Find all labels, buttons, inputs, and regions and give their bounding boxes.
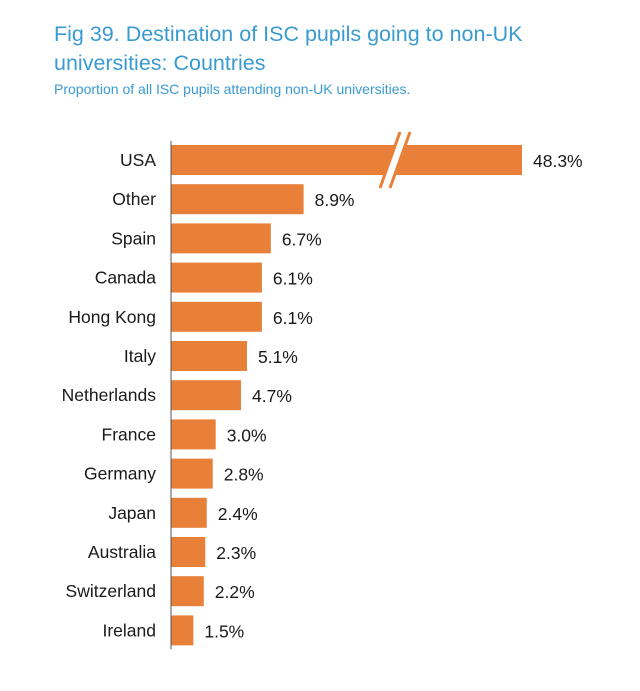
- value-label: 6.7%: [282, 229, 322, 249]
- value-label: 2.2%: [215, 582, 255, 602]
- value-label: 2.3%: [216, 543, 256, 563]
- category-label: Hong Kong: [68, 307, 156, 327]
- category-label: Other: [112, 189, 156, 209]
- value-label: 5.1%: [258, 347, 298, 367]
- axis-break-gap: [380, 132, 410, 188]
- bar-france: [171, 419, 216, 450]
- value-label: 6.1%: [273, 308, 313, 328]
- bar-switzerland: [171, 576, 204, 607]
- bar-spain: [171, 223, 271, 254]
- category-label: Switzerland: [66, 581, 156, 601]
- category-label: France: [102, 424, 156, 444]
- bar-other: [171, 184, 304, 215]
- category-label: Netherlands: [62, 385, 157, 405]
- value-label: 4.7%: [252, 386, 292, 406]
- bar-usa: [171, 145, 522, 175]
- chart-title: Fig 39. Destination of ISC pupils going …: [54, 22, 523, 75]
- category-label: Spain: [111, 228, 156, 248]
- bar-italy: [171, 341, 247, 371]
- value-label: 48.3%: [533, 151, 583, 171]
- bar-australia: [171, 537, 206, 567]
- category-label: Canada: [95, 268, 157, 288]
- bar-canada: [171, 262, 262, 293]
- category-label: Japan: [108, 503, 156, 523]
- bar-ireland: [171, 615, 194, 646]
- value-label: 8.9%: [315, 190, 355, 210]
- category-label: USA: [120, 150, 156, 170]
- category-label: Ireland: [102, 620, 156, 640]
- value-label: 3.0%: [227, 425, 267, 445]
- bar-netherlands: [171, 380, 242, 411]
- value-label: 6.1%: [273, 269, 313, 289]
- bar-germany: [171, 458, 213, 489]
- axis-break-line: [388, 131, 412, 189]
- bar-hong-kong: [171, 301, 262, 332]
- category-label: Australia: [88, 542, 156, 562]
- category-label: Germany: [84, 464, 156, 484]
- value-label: 2.8%: [224, 465, 264, 485]
- value-label: 2.4%: [218, 504, 258, 524]
- axis-break-line: [378, 131, 402, 189]
- bar-japan: [171, 497, 207, 528]
- category-label: Italy: [124, 346, 156, 366]
- chart-subtitle: Proportion of all ISC pupils attending n…: [54, 81, 411, 97]
- value-label: 1.5%: [204, 621, 244, 641]
